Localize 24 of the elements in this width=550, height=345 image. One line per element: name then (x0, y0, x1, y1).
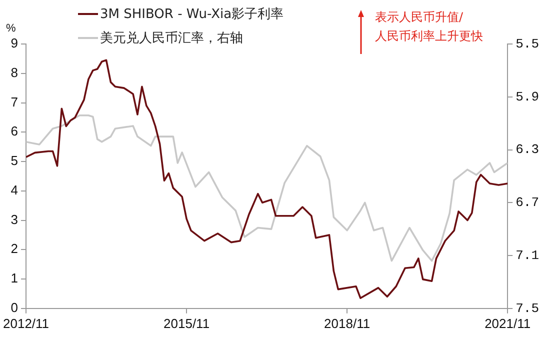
y2-tick-label: 7.1 (516, 248, 540, 263)
y-tick-label: 7 (10, 94, 18, 110)
y2-tick-label: 6.7 (516, 195, 539, 210)
y2-tick-label: 5.9 (516, 89, 539, 104)
text: 表示人民币升值/ 人民币利率上升更快 (375, 9, 483, 45)
legend-label: 3M SHIBOR - Wu-Xia影子利率 (100, 6, 284, 23)
y-tick-label: 0 (10, 300, 18, 315)
y2-tick-label: 5.5 (516, 36, 539, 52)
x-tick-label: 2015/11 (164, 316, 210, 331)
y-tick-label: 4 (10, 182, 18, 198)
x-tick-label: 2021/11 (484, 316, 531, 331)
y-tick-label: 1 (10, 270, 18, 286)
y-tick-label: 3 (10, 212, 18, 227)
x-tick-label: 2018/11 (324, 316, 370, 331)
y2-tick-label: 7.5 (516, 300, 539, 316)
y-axis-title: % (6, 22, 16, 35)
y-tick-label: 2 (10, 241, 18, 256)
y-tick-label: 5 (10, 153, 18, 168)
y-tick-label: 6 (10, 124, 18, 139)
y-tick-label: 9 (10, 36, 18, 51)
y-tick-label: 8 (10, 64, 18, 80)
x-tick-label: 2012/11 (3, 316, 50, 331)
legend-label: 美元兑人民币汇率，右轴 (100, 30, 243, 47)
y2-tick-label: 6.3 (516, 142, 539, 158)
